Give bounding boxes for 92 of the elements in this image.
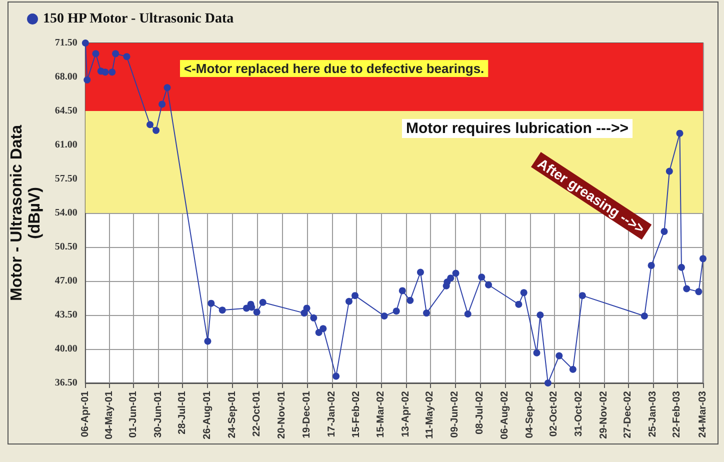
point — [332, 372, 340, 380]
point — [544, 380, 552, 386]
y-tick-label: 61.00 — [54, 140, 78, 150]
point — [533, 349, 540, 356]
point — [82, 40, 89, 46]
x-tick-label: 17-Jan-02 — [326, 390, 338, 438]
y-tick-label: 43.50 — [54, 310, 78, 320]
point — [320, 325, 327, 332]
point — [102, 68, 109, 76]
point — [569, 366, 576, 373]
x-tick-label: 24-Mar-03 — [698, 390, 708, 438]
x-tick-label: 22-Oct-01 — [251, 390, 262, 437]
point — [345, 298, 352, 305]
point — [406, 296, 414, 304]
x-tick-label: 15-Mar-02 — [375, 390, 386, 438]
point — [678, 264, 685, 271]
point — [666, 168, 673, 175]
x-tick-label: 29-Nov-02 — [598, 390, 610, 439]
point — [700, 255, 706, 262]
x-tick-label: 19-Dec-01 — [301, 390, 312, 438]
point — [259, 298, 266, 306]
point — [204, 338, 212, 345]
point — [392, 308, 400, 315]
x-tick-label: 20-Nov-01 — [276, 390, 288, 439]
point — [660, 228, 668, 235]
point — [556, 352, 563, 360]
point — [315, 328, 322, 336]
x-tick-label: 06-Aug-02 — [499, 390, 510, 440]
point — [152, 126, 160, 134]
x-tick-label: 30-Jun-01 — [153, 390, 164, 438]
x-tick-label: 08-Jul-02 — [474, 390, 486, 434]
point — [218, 306, 226, 314]
x-tick-label: 26-Aug-01 — [202, 390, 214, 440]
point — [112, 50, 120, 58]
point — [447, 274, 454, 282]
x-tick-label: 09-Jun-02 — [449, 390, 460, 438]
point — [478, 274, 486, 281]
y-tick-label: 50.50 — [54, 242, 78, 252]
point — [84, 76, 91, 84]
y-tick-label: 64.50 — [54, 106, 78, 116]
point — [398, 287, 406, 294]
x-tick-label: 01-Jun-01 — [128, 390, 140, 438]
x-tick-label: 28-Jul-01 — [177, 390, 188, 434]
point — [676, 130, 684, 137]
point — [515, 300, 522, 308]
point — [640, 312, 648, 320]
point — [92, 50, 100, 58]
annotation: Motor requires lubrication --->> — [406, 120, 629, 137]
x-tick-label: 13-Apr-02 — [400, 390, 412, 438]
legend-label: 150 HP Motor - Ultrasonic Data — [43, 12, 234, 26]
y-tick-label: 47.00 — [54, 276, 78, 286]
point — [423, 310, 430, 317]
x-tick-label: 02-Oct-02 — [548, 390, 560, 437]
point — [648, 262, 655, 269]
point — [416, 268, 424, 276]
point — [146, 121, 154, 128]
point — [164, 84, 171, 92]
point — [310, 314, 318, 322]
point — [683, 285, 690, 292]
point — [520, 289, 528, 296]
point — [578, 292, 586, 300]
annotation: <-Motor replaced here due to defective bearings. — [184, 61, 484, 76]
point — [452, 270, 460, 277]
x-tick-label: 04-Sep-02 — [524, 390, 536, 438]
y-axis-title: Motor - Ultrasonic Data (dBµV) — [8, 124, 44, 302]
point — [464, 310, 472, 318]
x-tick-label: 04-May-01 — [104, 390, 116, 440]
x-tick-label: 24-Sep-01 — [227, 390, 238, 438]
y-tick-label: 71.50 — [54, 38, 78, 48]
point — [158, 100, 166, 108]
y-tick-label: 68.00 — [54, 72, 78, 82]
point — [123, 53, 130, 60]
y-tick-label: 36.50 — [54, 378, 78, 388]
point — [380, 312, 388, 320]
y-tick-label: 54.00 — [54, 208, 78, 218]
y-tick-label: 40.00 — [54, 344, 78, 354]
point — [108, 68, 116, 76]
point — [536, 312, 544, 318]
point — [253, 308, 260, 316]
y-tick-label: 57.50 — [54, 174, 78, 184]
x-tick-label: 25-Jan-03 — [648, 390, 659, 438]
point — [208, 300, 215, 307]
point — [485, 281, 492, 288]
x-tick-label: 06-Apr-01 — [80, 390, 91, 438]
x-tick-label: 22-Feb-03 — [672, 390, 683, 438]
x-tick-label: 15-Feb-02 — [351, 390, 362, 438]
point — [695, 288, 702, 296]
x-tick-label: 31-Oct-02 — [573, 390, 584, 437]
x-tick-label: 11-May-02 — [424, 390, 436, 439]
x-tick-label: 27-Dec-02 — [622, 390, 634, 438]
point — [352, 292, 359, 300]
point — [303, 304, 310, 312]
